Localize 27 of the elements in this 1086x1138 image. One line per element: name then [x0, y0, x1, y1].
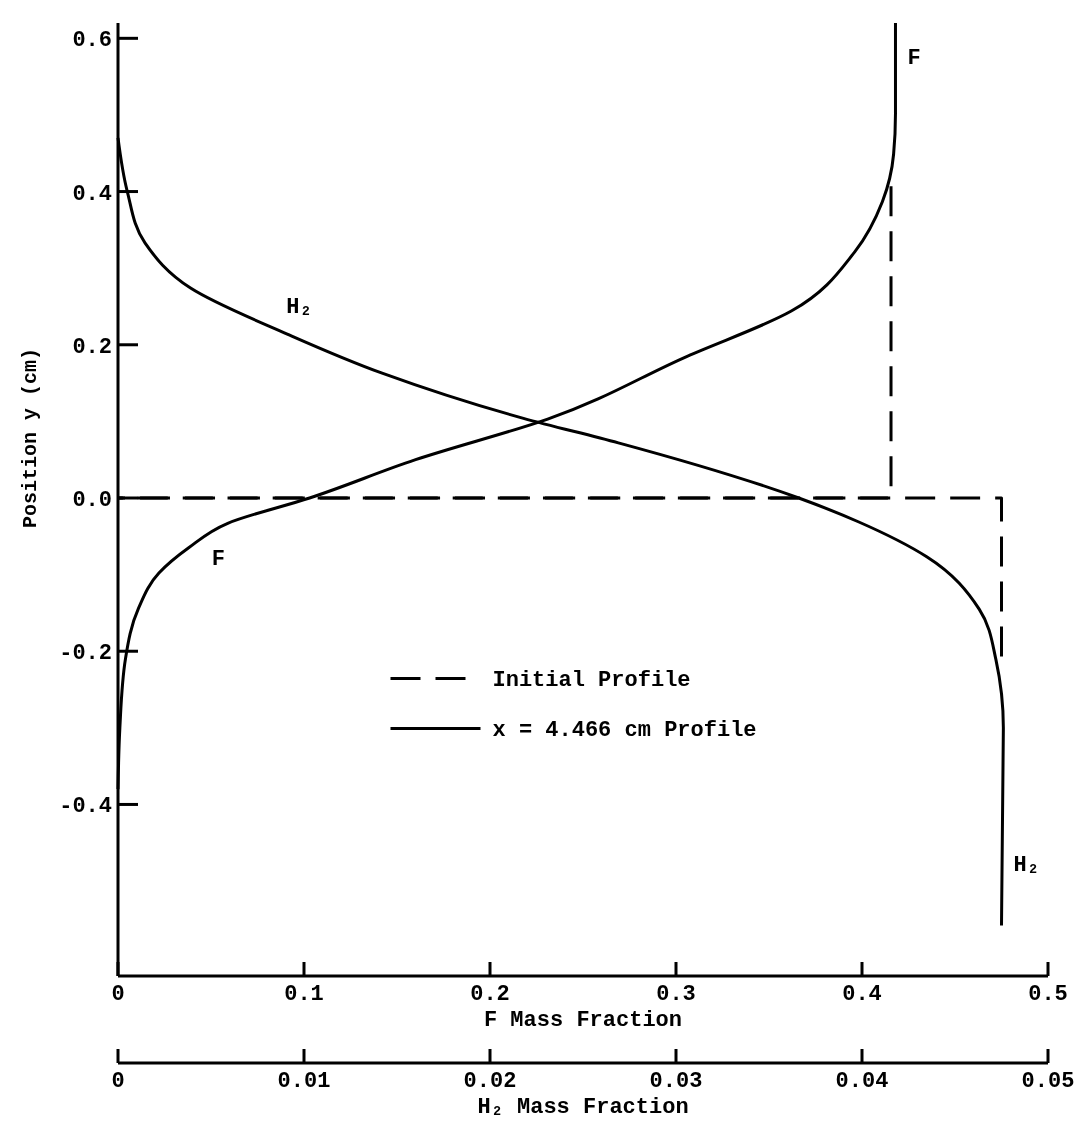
x-tick-label: 0.1	[284, 982, 324, 1007]
x2-tick-label: 0.04	[835, 1069, 889, 1094]
x2-tick-label: 0	[111, 1069, 125, 1094]
annotation: F	[211, 546, 226, 572]
y-tick-label: 0.0	[72, 488, 112, 513]
legend-label: x = 4.466 cm Profile	[492, 717, 757, 743]
x2-tick-label: 0.02	[463, 1069, 517, 1094]
y-tick-label: 0.4	[72, 181, 112, 207]
x2-tick-label: 0.05	[1021, 1069, 1075, 1094]
y-tick-label: -0.2	[59, 641, 112, 667]
y-tick-label: -0.4	[59, 794, 112, 820]
x-tick-label: 0.3	[656, 982, 696, 1007]
x-tick-label: 0.4	[842, 982, 882, 1007]
y-axis-title: Position y (cm)	[19, 347, 42, 529]
x2-tick-label: 0.01	[277, 1069, 331, 1094]
y-tick-label: 0.6	[72, 28, 112, 54]
annotation: H₂	[1013, 853, 1040, 879]
x-tick-label: 0	[111, 982, 125, 1007]
y-tick-label: 0.2	[72, 334, 112, 360]
x-tick-label: 0.2	[470, 982, 510, 1007]
x2-axis-title: H₂ Mass Fraction	[477, 1095, 689, 1120]
x2-tick-label: 0.03	[649, 1069, 703, 1094]
legend-label: Initial Profile	[492, 667, 691, 693]
x-axis-title: F Mass Fraction	[483, 1008, 683, 1033]
annotation: H₂	[286, 294, 313, 320]
annotation: F	[907, 45, 921, 71]
x-tick-label: 0.5	[1028, 982, 1068, 1007]
